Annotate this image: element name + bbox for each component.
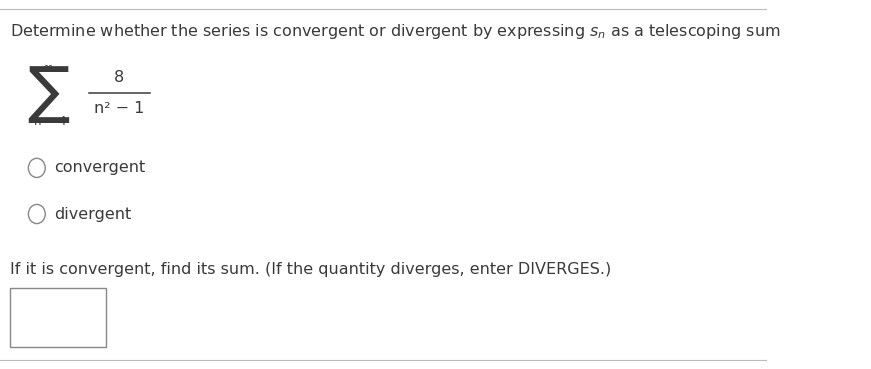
Text: divergent: divergent [55, 207, 132, 221]
Text: If it is convergent, find its sum. (If the quantity diverges, enter DIVERGES.): If it is convergent, find its sum. (If t… [10, 262, 611, 277]
FancyBboxPatch shape [10, 288, 105, 347]
Text: n = 4: n = 4 [34, 115, 66, 128]
Text: n² − 1: n² − 1 [94, 101, 144, 116]
Text: Determine whether the series is convergent or divergent by expressing $s_n$ as a: Determine whether the series is converge… [10, 22, 780, 41]
Text: 8: 8 [114, 70, 124, 85]
Text: $\sum$: $\sum$ [27, 63, 70, 125]
Text: convergent: convergent [55, 161, 145, 175]
Text: ∞: ∞ [43, 60, 54, 73]
